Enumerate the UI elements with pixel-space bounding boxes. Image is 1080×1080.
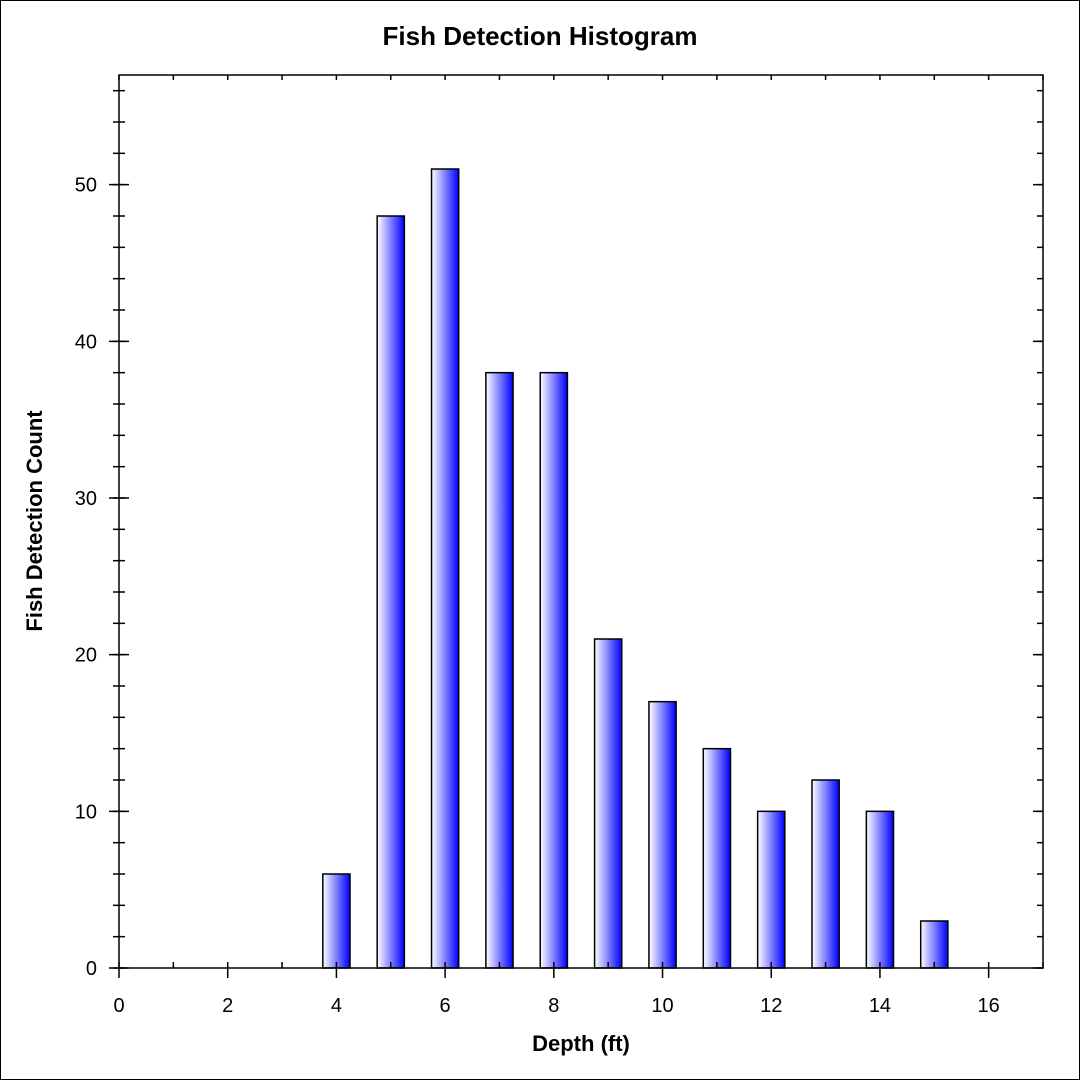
axes: 0 2 4 6 8 10 12 14 16 0 10 20 30 40 50: [75, 74, 1044, 1017]
bar: [756, 810, 786, 969]
y-tick-label: 40: [75, 331, 97, 353]
y-tick-label: 0: [86, 958, 97, 980]
bar: [376, 215, 406, 969]
bar: [430, 168, 460, 969]
bar: [865, 810, 895, 969]
chart-title: Fish Detection Histogram: [382, 21, 698, 51]
bar: [919, 920, 949, 969]
bar: [539, 371, 569, 969]
bar: [593, 638, 623, 969]
x-tick-label: 2: [222, 995, 233, 1017]
x-tick-label: 4: [331, 995, 342, 1017]
x-tick-label: 14: [869, 995, 891, 1017]
x-tick-label: 10: [651, 995, 673, 1017]
x-tick-label: 12: [760, 995, 782, 1017]
x-axis-label: Depth (ft): [532, 1031, 630, 1056]
y-tick-label: 10: [75, 801, 97, 823]
x-tick-label: 16: [978, 995, 1000, 1017]
x-tick-label: 6: [440, 995, 451, 1017]
y-tick-label: 30: [75, 488, 97, 510]
x-tick-label: 0: [113, 995, 124, 1017]
bar: [648, 700, 677, 969]
y-tick-label: 20: [75, 645, 97, 667]
bar-series: [322, 168, 949, 969]
bar: [811, 779, 840, 969]
bar: [485, 371, 514, 969]
y-tick-label: 50: [75, 175, 97, 197]
bar: [702, 747, 732, 969]
bar: [322, 873, 351, 969]
x-tick-label: 8: [548, 995, 559, 1017]
